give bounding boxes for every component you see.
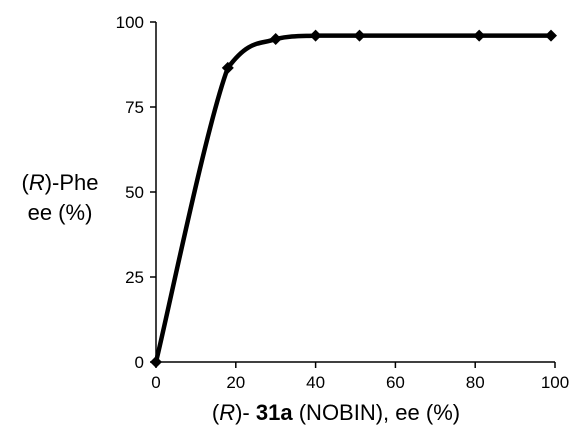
data-point-marker — [353, 29, 366, 42]
axes — [155, 22, 555, 363]
data-point-marker — [309, 29, 322, 42]
data-point-marker — [150, 356, 162, 368]
x-tick-label: 0 — [151, 373, 160, 392]
data-point-marker — [269, 33, 282, 45]
data-point-marker — [473, 29, 486, 42]
y-ticks: 0 25 50 75 100 — [116, 13, 156, 372]
x-tick-label: 80 — [466, 373, 485, 392]
y-tick-label: 0 — [135, 353, 144, 372]
x-tick-label: 20 — [226, 373, 245, 392]
x-tick-label: 100 — [541, 373, 569, 392]
y-tick-label: 50 — [125, 183, 144, 202]
x-axis-label: (R)- 31a (NOBIN), ee (%) — [212, 400, 460, 425]
x-tick-label: 40 — [306, 373, 325, 392]
y-tick-label: 100 — [116, 13, 144, 32]
data-point-marker — [545, 29, 558, 42]
data-point-marker — [221, 61, 234, 74]
y-tick-label: 75 — [125, 98, 144, 117]
y-tick-label: 25 — [125, 268, 144, 287]
x-tick-label: 60 — [386, 373, 405, 392]
x-ticks: 0 20 40 60 80 100 — [151, 362, 569, 392]
y-axis-label-line2: ee (%) — [28, 200, 93, 225]
y-axis-label-line1: (R)-Phe — [21, 170, 98, 195]
series — [150, 29, 558, 368]
series-line — [153, 33, 554, 365]
